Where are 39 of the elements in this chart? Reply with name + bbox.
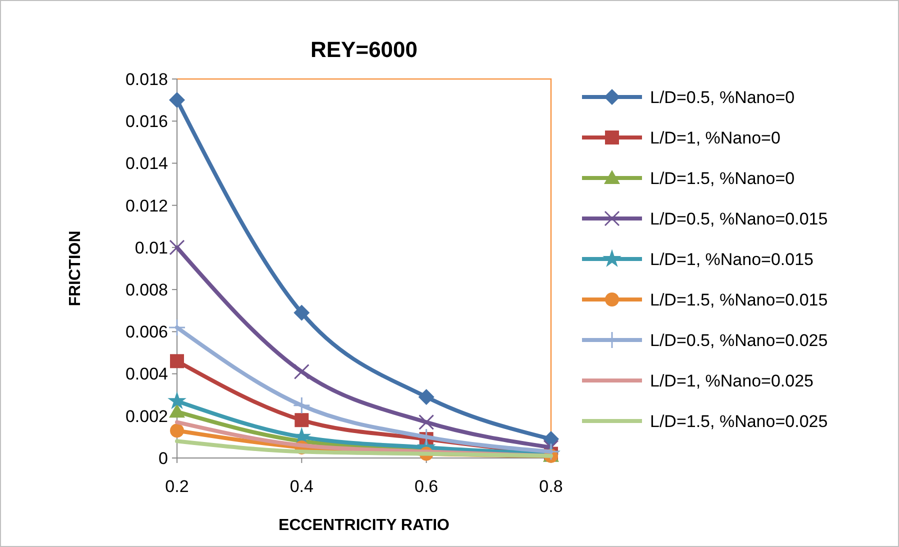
point (294, 304, 310, 321)
legend-label: L/D=0.5, %Nano=0.015 (650, 209, 828, 228)
x-tick-label: 0.8 (539, 477, 563, 496)
legend-label: L/D=1.5, %Nano=0 (650, 168, 795, 188)
point (418, 428, 436, 446)
point (292, 396, 310, 414)
point (170, 354, 184, 368)
point (168, 318, 186, 336)
y-tick-label: 0.002 (125, 406, 168, 426)
legend-label: L/D=0.5, %Nano=0 (650, 88, 795, 107)
y-tick-label: 0.018 (125, 70, 168, 89)
legend-label: L/D=1.5, %Nano=0.015 (650, 290, 828, 310)
x-axis-title: ECCENTRICITY RATIO (278, 517, 450, 534)
point (168, 391, 186, 410)
chart-title: REY=6000 (310, 37, 418, 62)
legend-label: L/D=0.5, %Nano=0.025 (650, 330, 828, 350)
point (294, 413, 309, 428)
legend-label: L/D=1, %Nano=0.015 (650, 250, 814, 269)
point (294, 364, 310, 380)
point (418, 414, 434, 430)
x-tick-label: 0.2 (165, 477, 189, 496)
point (169, 240, 185, 256)
y-tick-label: 0.008 (125, 280, 168, 300)
legend-label: L/D=1.5, %Nano=0.025 (650, 412, 828, 431)
y-tick-label: 0.014 (125, 154, 168, 174)
x-tick-label: 0.4 (290, 477, 314, 496)
y-tick-label: 0.006 (125, 322, 168, 342)
point (169, 92, 185, 108)
y-tick-label: 0.01 (134, 238, 168, 258)
point (170, 424, 184, 438)
y-tick-label: 0.004 (125, 364, 168, 384)
point (418, 388, 434, 405)
legend-label: L/D=1, %Nano=0 (650, 128, 780, 148)
y-tick-label: 0.016 (125, 112, 168, 132)
y-axis-title: FRICTION (67, 230, 84, 306)
y-tick-label: 0 (158, 448, 168, 468)
legend-label: L/D=1, %Nano=0.025 (650, 371, 814, 390)
x-tick-label: 0.6 (414, 477, 438, 496)
y-tick-label: 0.012 (125, 196, 168, 216)
